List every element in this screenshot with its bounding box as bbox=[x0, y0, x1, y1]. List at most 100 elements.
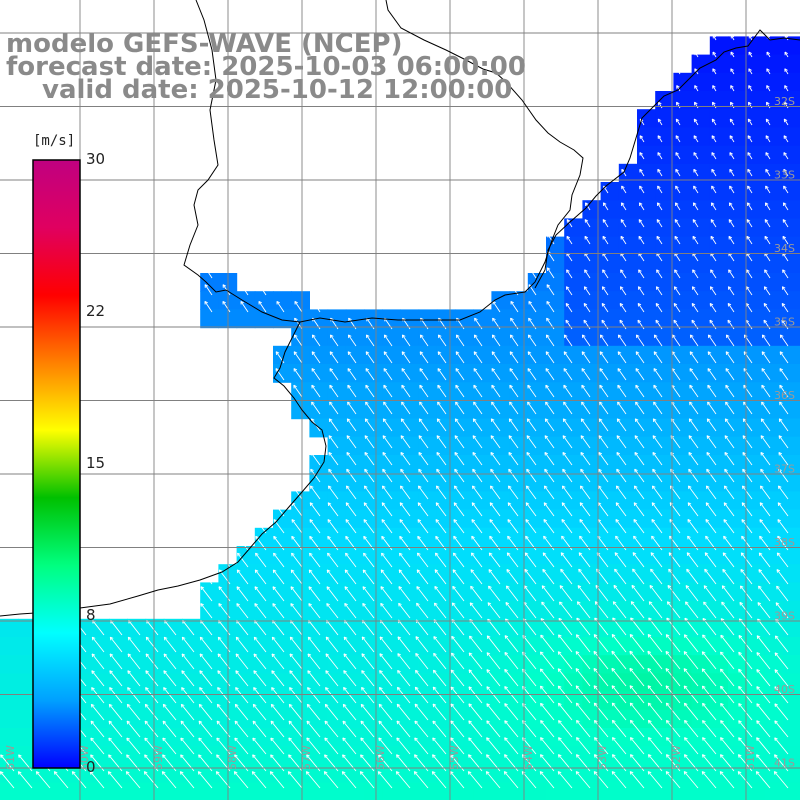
wind-arrow bbox=[329, 401, 339, 415]
wind-speed-cell bbox=[655, 455, 674, 474]
wind-arrow bbox=[454, 451, 465, 466]
wind-arrow bbox=[254, 603, 267, 619]
wind-arrow bbox=[579, 502, 591, 517]
wind-speed-cell bbox=[345, 327, 365, 347]
wind-speed-cell bbox=[746, 600, 765, 620]
wind-speed-cell bbox=[0, 673, 19, 693]
wind-speed-cell bbox=[782, 72, 800, 92]
wind-speed-cell bbox=[455, 327, 474, 347]
wind-speed-cell bbox=[600, 618, 620, 638]
wind-speed-cell bbox=[728, 36, 747, 56]
wind-speed-cell bbox=[728, 345, 747, 365]
wind-speed-cell bbox=[364, 673, 383, 693]
wind-speed-cell bbox=[546, 673, 565, 693]
wind-speed-cell bbox=[564, 382, 583, 401]
wind-speed-cell bbox=[764, 455, 784, 474]
wind-arrow bbox=[486, 635, 501, 653]
wind-arrow bbox=[180, 703, 195, 721]
wind-arrow bbox=[779, 368, 789, 381]
coastline-argentina bbox=[0, 321, 327, 617]
wind-arrow bbox=[417, 485, 429, 500]
wind-arrow bbox=[273, 502, 285, 517]
wind-speed-cell bbox=[473, 400, 492, 420]
wind-speed-cell bbox=[673, 618, 693, 638]
latitude-label: 34S bbox=[774, 242, 795, 255]
wind-speed-cell bbox=[273, 637, 292, 656]
wind-arrow bbox=[766, 101, 771, 109]
wind-arrow bbox=[562, 451, 573, 466]
wind-arrow bbox=[593, 667, 609, 687]
wind-speed-cell bbox=[327, 382, 347, 401]
forecast-date: forecast date: 2025-10-03 06:00:00 bbox=[6, 52, 526, 82]
wind-speed-cell bbox=[782, 691, 800, 711]
wind-arrow bbox=[546, 267, 555, 279]
wind-arrow bbox=[544, 435, 555, 449]
wind-speed-cell bbox=[782, 637, 800, 656]
wind-arrow bbox=[504, 737, 519, 755]
wind-arrow bbox=[146, 603, 159, 619]
wind-arrow bbox=[200, 569, 213, 585]
wind-speed-cell bbox=[564, 746, 583, 765]
latitude-label: 35S bbox=[774, 316, 795, 329]
wind-speed-cell bbox=[564, 600, 583, 620]
wind-arrow bbox=[451, 602, 465, 619]
wind-arrow bbox=[470, 569, 483, 585]
wind-speed-cell bbox=[746, 273, 765, 292]
wind-speed-cell bbox=[345, 400, 365, 420]
wind-arrow bbox=[693, 185, 699, 194]
wind-arrow bbox=[347, 401, 357, 415]
wind-arrow bbox=[668, 568, 681, 585]
wind-arrow bbox=[90, 703, 105, 721]
wind-arrow bbox=[707, 368, 717, 381]
wind-speed-cell bbox=[564, 546, 583, 565]
wind-arrow bbox=[778, 451, 789, 466]
wind-arrow bbox=[325, 670, 339, 687]
wind-speed-cell bbox=[728, 564, 747, 583]
wind-speed-cell bbox=[764, 691, 784, 711]
wind-speed-cell bbox=[436, 491, 456, 511]
wind-speed-cell bbox=[746, 127, 765, 147]
wind-arrow bbox=[575, 634, 591, 653]
wind-arrow bbox=[580, 435, 591, 449]
wind-speed-cell bbox=[728, 200, 747, 219]
wind-speed-cell bbox=[600, 400, 620, 420]
wind-speed-cell bbox=[200, 291, 219, 310]
wind-speed-cell bbox=[546, 254, 565, 274]
wind-arrow bbox=[307, 653, 321, 670]
wind-arrow bbox=[379, 670, 393, 687]
wind-arrow bbox=[579, 485, 591, 500]
wind-arrow bbox=[380, 586, 393, 602]
wind-arrow bbox=[508, 418, 519, 432]
wind-speed-cell bbox=[527, 382, 547, 401]
wind-speed-cell bbox=[637, 600, 656, 620]
wind-arrow bbox=[345, 485, 357, 500]
wind-arrow bbox=[707, 351, 717, 364]
wind-arrow bbox=[198, 737, 213, 755]
wind-speed-cell bbox=[582, 364, 602, 383]
wind-speed-cell bbox=[364, 509, 383, 529]
wind-speed-cell bbox=[473, 655, 492, 674]
wind-speed-cell bbox=[691, 673, 711, 693]
wind-speed-cell bbox=[746, 236, 765, 256]
wind-arrow bbox=[490, 418, 501, 432]
wind-arrow bbox=[437, 334, 447, 347]
wind-arrow bbox=[562, 468, 573, 483]
wind-arrow bbox=[399, 552, 411, 568]
wind-arrow bbox=[437, 351, 447, 364]
wind-arrow bbox=[90, 737, 105, 755]
wind-speed-cell bbox=[655, 473, 674, 492]
wind-arrow bbox=[236, 586, 249, 602]
wind-speed-cell bbox=[436, 564, 456, 583]
wind-arrow bbox=[728, 235, 735, 245]
wind-speed-cell bbox=[564, 455, 583, 474]
longitude-label: 59W bbox=[152, 745, 165, 770]
wind-speed-cell bbox=[655, 618, 674, 638]
wind-arrow bbox=[706, 468, 717, 483]
wind-speed-cell bbox=[655, 728, 674, 747]
wind-speed-cell bbox=[746, 455, 765, 474]
wind-speed-cell bbox=[236, 728, 256, 747]
wind-speed-cell bbox=[637, 782, 656, 800]
wind-arrow bbox=[561, 502, 573, 517]
wind-arrow bbox=[764, 202, 771, 211]
